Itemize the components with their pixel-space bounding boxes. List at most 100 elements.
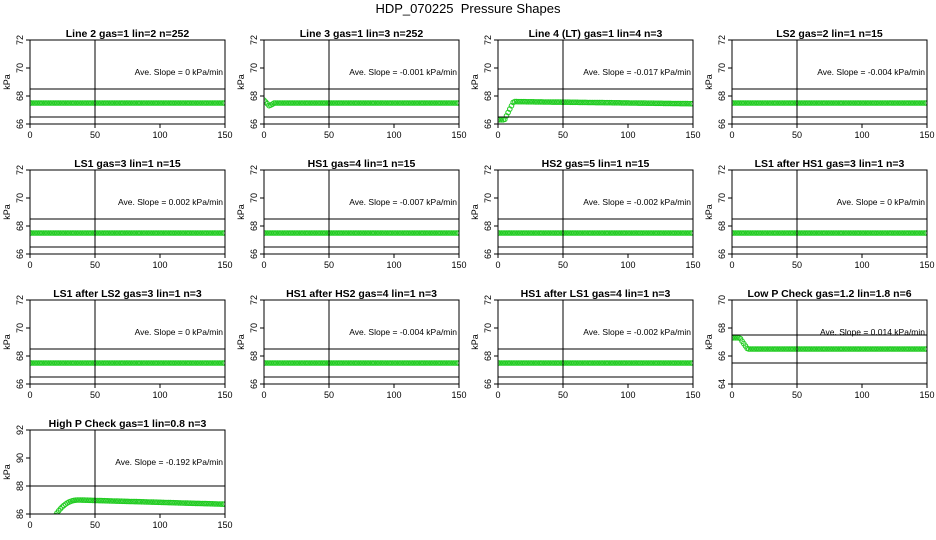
x-tick-label: 0: [27, 520, 32, 530]
plot-frame: [263, 39, 460, 125]
data-point: [128, 100, 135, 106]
data-point: [805, 346, 811, 352]
data-point: [142, 230, 148, 236]
x-tick-label: 0: [729, 130, 734, 140]
data-point: [162, 360, 168, 366]
chart-svg: LS2 gas=2 lin=1 n=15 Ave. Slope = -0.004 …: [704, 28, 935, 140]
data-point: [394, 360, 401, 366]
data-series: [264, 230, 459, 236]
chart-panel: Line 4 (LT) gas=1 lin=4 n=3 Ave. Slope = …: [468, 20, 702, 150]
data-point: [77, 360, 84, 366]
x-tick-label: 150: [919, 260, 934, 270]
data-point: [529, 360, 535, 366]
chart-svg: HS1 after LS1 gas=4 lin=1 n=3 Ave. Slope …: [470, 288, 701, 400]
data-point: [445, 230, 451, 236]
data-point: [421, 360, 428, 366]
slope-annotation: Ave. Slope = 0 kPa/min: [135, 67, 224, 77]
data-point: [556, 99, 562, 105]
data-point: [91, 230, 97, 236]
chart-panel: HS1 gas=4 lin=1 n=15 Ave. Slope = -0.007 …: [234, 150, 468, 280]
data-point: [209, 230, 216, 236]
data-point: [615, 230, 621, 236]
data-point: [864, 230, 870, 236]
data-point: [192, 500, 199, 507]
data-point: [396, 360, 402, 366]
y-tick-label: 66: [483, 379, 493, 389]
data-point: [425, 100, 431, 106]
data-point: [423, 230, 429, 236]
data-point: [911, 100, 918, 106]
data-point: [364, 100, 370, 106]
y-tick-label: 66: [249, 249, 259, 259]
data-point: [279, 230, 286, 236]
data-point: [828, 346, 835, 352]
data-point: [337, 100, 343, 106]
data-point: [39, 360, 45, 366]
data-point: [779, 230, 786, 236]
data-point: [579, 360, 586, 366]
data-point: [426, 230, 433, 236]
data-point: [126, 498, 133, 505]
data-point: [96, 230, 103, 236]
data-point: [515, 98, 522, 105]
x-tick-label: 150: [451, 260, 466, 270]
data-point: [426, 360, 433, 366]
data-point: [613, 100, 620, 106]
data-point: [64, 230, 70, 236]
data-point: [896, 100, 903, 106]
data-series: [498, 360, 693, 366]
data-point: [147, 230, 153, 236]
data-point: [47, 230, 54, 236]
data-point: [387, 100, 394, 106]
plot-frame: [497, 169, 694, 255]
data-point: [189, 230, 195, 236]
x-tick-label: 50: [558, 390, 568, 400]
data-point: [76, 360, 82, 366]
data-point: [86, 360, 92, 366]
data-point: [613, 230, 620, 236]
data-point: [211, 360, 217, 366]
data-point: [515, 230, 522, 236]
data-point: [279, 360, 286, 366]
data-point: [273, 360, 279, 366]
data-point: [409, 230, 416, 236]
data-point: [615, 100, 621, 106]
data-point: [374, 100, 380, 106]
x-tick-label: 100: [620, 390, 635, 400]
data-point: [96, 497, 103, 504]
data-point: [628, 230, 635, 236]
data-point: [594, 360, 601, 366]
data-point: [46, 526, 51, 531]
data-point: [355, 360, 362, 366]
data-point: [273, 100, 279, 106]
x-tick-label: 150: [451, 390, 466, 400]
data-point: [532, 230, 538, 236]
data-point: [64, 100, 70, 106]
data-point: [627, 230, 633, 236]
chart-panel: HS1 after LS1 gas=4 lin=1 n=3 Ave. Slope …: [468, 280, 702, 410]
y-axis-label: kPa: [470, 334, 480, 350]
data-point: [864, 346, 870, 352]
y-tick-label: 66: [717, 119, 727, 129]
data-point: [628, 100, 635, 106]
data-point: [542, 99, 549, 105]
x-tick-label: 0: [27, 390, 32, 400]
data-point: [61, 100, 67, 106]
data-point: [828, 230, 835, 236]
chart-panel: Line 3 gas=1 lin=3 n=252 Ave. Slope = -0.…: [234, 20, 468, 150]
data-point: [545, 360, 552, 366]
data-point: [447, 360, 453, 366]
data-point: [923, 346, 927, 352]
data-point: [103, 498, 109, 504]
y-tick-label: 72: [249, 165, 259, 175]
data-point: [564, 99, 571, 105]
data-point: [825, 230, 832, 236]
data-point: [274, 100, 281, 106]
data-point: [121, 230, 128, 236]
data-point: [778, 230, 784, 236]
data-point: [438, 360, 445, 366]
data-point: [515, 360, 522, 366]
data-point: [606, 99, 613, 106]
x-tick-label: 50: [324, 390, 334, 400]
data-point: [189, 360, 195, 366]
